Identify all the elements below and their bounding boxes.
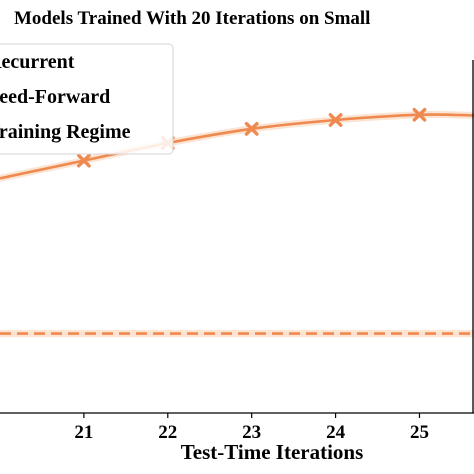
point-recurrent-23 [244,121,259,136]
legend-entry-feed-forward: Feed-Forward [0,86,110,108]
legend-frame [0,43,174,155]
legend-entry-training-regime: Training Regime [0,121,131,143]
point-recurrent-24 [328,113,343,127]
x-ticks: 21 22 23 24 25 [74,413,429,443]
point-recurrent-25 [412,107,427,122]
x-tick-label-25: 25 [410,422,429,443]
legend-entry-recurrent: Recurrent [0,51,75,73]
chart-title: Models Trained With 20 Iterations on Sma… [14,8,370,29]
x-tick-label-22: 22 [158,422,177,443]
x-tick-label-23: 23 [242,422,261,443]
band-feed-forward [0,330,474,338]
point-recurrent-21 [76,153,91,168]
x-axis-label: Test-Time Iterations [181,440,364,464]
x-tick-label-21: 21 [74,422,93,443]
x-tick-label-24: 24 [326,422,346,443]
band-recurrent [0,110,474,182]
legend: Recurrent Feed-Forward Training Regime [0,43,174,155]
